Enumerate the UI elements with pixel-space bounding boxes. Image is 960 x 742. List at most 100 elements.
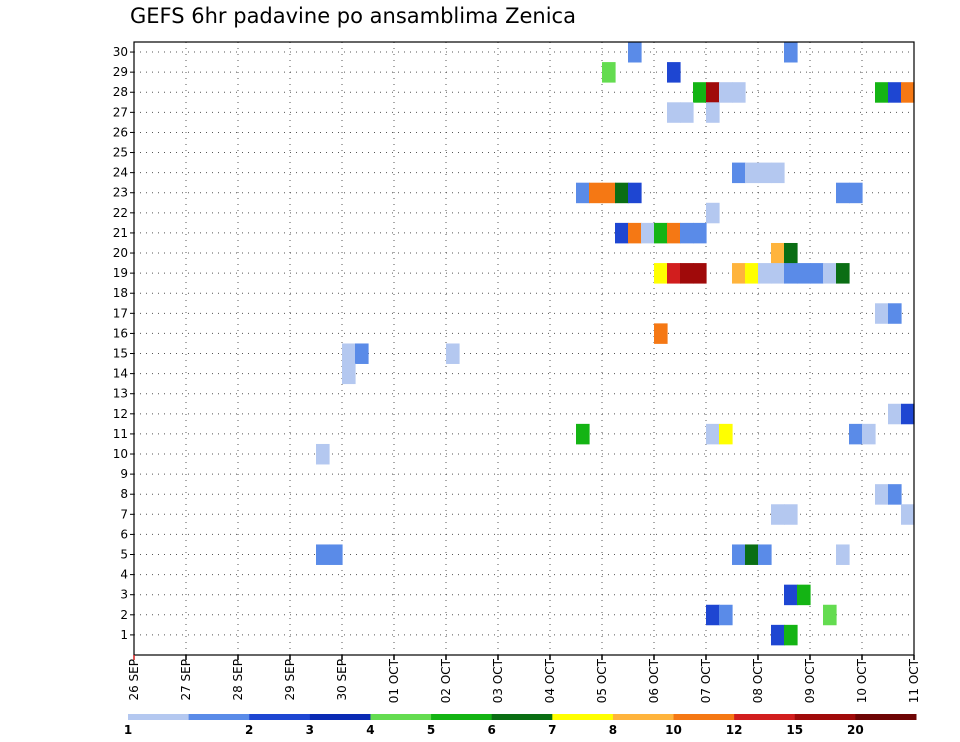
y-tick-label: 4 bbox=[120, 568, 128, 582]
heatmap-cell bbox=[771, 504, 785, 525]
x-tick-label: 02 OCT bbox=[439, 658, 453, 703]
y-tick-label: 22 bbox=[113, 206, 128, 220]
heatmap-cell bbox=[706, 82, 720, 103]
heatmap-cell bbox=[342, 343, 356, 364]
y-tick-label: 23 bbox=[113, 186, 128, 200]
heatmap-cell bbox=[888, 403, 902, 425]
heatmap-cell bbox=[615, 222, 629, 244]
heatmap-cell bbox=[771, 263, 785, 284]
heatmap-cell bbox=[875, 303, 889, 324]
y-tick-label: 27 bbox=[113, 105, 128, 119]
heatmap-cell bbox=[875, 82, 889, 103]
plot-frame bbox=[133, 41, 915, 656]
colorbar-swatch bbox=[673, 714, 735, 720]
heatmap-cell bbox=[771, 624, 785, 646]
colorbar-label: 12 bbox=[726, 723, 743, 737]
y-tick-label: 12 bbox=[113, 407, 128, 421]
heatmap-cell bbox=[576, 182, 590, 204]
y-tick-label: 19 bbox=[113, 266, 128, 280]
heatmap-cell bbox=[784, 242, 798, 264]
heatmap-cell bbox=[654, 263, 668, 284]
colorbar-label: 7 bbox=[548, 723, 556, 737]
heatmap-cell bbox=[667, 102, 681, 123]
heatmap-cell bbox=[719, 82, 733, 103]
heatmap-cell bbox=[667, 263, 681, 284]
heatmap-cell bbox=[784, 42, 798, 63]
x-tick-label: 01 OCT bbox=[387, 658, 401, 703]
heatmap-cell bbox=[901, 82, 915, 103]
y-tick-label: 18 bbox=[113, 286, 128, 300]
colorbar-swatch bbox=[309, 714, 371, 720]
heatmap-cell bbox=[888, 82, 902, 103]
heatmap-cell bbox=[576, 423, 590, 445]
y-tick-label: 24 bbox=[113, 166, 128, 180]
heatmap-cell bbox=[706, 202, 720, 224]
x-tick-label: 06 OCT bbox=[647, 658, 661, 703]
heatmap-cell bbox=[797, 584, 811, 606]
heatmap-cell bbox=[823, 263, 837, 284]
y-tick-label: 21 bbox=[113, 226, 128, 240]
y-tick-label: 13 bbox=[113, 387, 128, 401]
colorbar-label: 3 bbox=[306, 723, 314, 737]
heatmap-cell bbox=[758, 263, 772, 284]
heatmap-cell bbox=[693, 263, 707, 284]
heatmap-cell bbox=[589, 182, 603, 204]
y-tick-label: 20 bbox=[113, 246, 128, 260]
colorbar-swatch bbox=[794, 714, 856, 720]
heatmap-cell bbox=[732, 544, 746, 565]
x-tick-label: 26 SEP bbox=[127, 659, 141, 701]
heatmap-cell bbox=[628, 182, 642, 204]
x-tick-label: 27 SEP bbox=[179, 659, 193, 701]
heatmap-cell bbox=[641, 222, 655, 244]
heatmap-cell bbox=[316, 443, 330, 465]
y-tick-label: 3 bbox=[120, 588, 128, 602]
heatmap-cell bbox=[680, 102, 694, 123]
y-tick-label: 28 bbox=[113, 85, 128, 99]
heatmap-cell bbox=[771, 242, 785, 264]
heatmap-cell bbox=[810, 263, 824, 284]
colorbar-swatch bbox=[734, 714, 796, 720]
heatmap-cell bbox=[745, 544, 759, 565]
heatmap-cell bbox=[784, 263, 798, 284]
heatmap-cell bbox=[888, 484, 902, 505]
heatmap-cell bbox=[706, 604, 720, 626]
y-tick-label: 9 bbox=[120, 467, 128, 481]
colorbar-label: 10 bbox=[665, 723, 682, 737]
y-tick-label: 11 bbox=[113, 427, 128, 441]
heatmap-cell bbox=[628, 222, 642, 244]
colorbar-label: 5 bbox=[427, 723, 435, 737]
heatmap-cell bbox=[849, 423, 863, 445]
heatmap-cell bbox=[784, 504, 798, 525]
heatmap-cell bbox=[823, 604, 837, 626]
heatmap-cell bbox=[706, 423, 720, 445]
colorbar-swatch bbox=[249, 714, 311, 720]
heatmap-cell bbox=[316, 544, 330, 565]
colorbar-swatch bbox=[370, 714, 432, 720]
colorbar-label: 4 bbox=[366, 723, 374, 737]
y-tick-label: 26 bbox=[113, 125, 128, 139]
heatmap-cell bbox=[719, 423, 733, 445]
heatmap-cell bbox=[654, 222, 668, 244]
heatmap-cell bbox=[875, 484, 889, 505]
colorbar-swatch bbox=[128, 714, 190, 720]
heatmap-cell bbox=[732, 162, 746, 184]
heatmap-cell bbox=[680, 222, 694, 244]
y-tick-label: 6 bbox=[120, 527, 128, 541]
heatmap-cell bbox=[693, 222, 707, 244]
heatmap-cell bbox=[706, 102, 720, 123]
heatmap-cell bbox=[732, 82, 746, 103]
x-tick-label: 05 OCT bbox=[595, 658, 609, 703]
y-tick-label: 16 bbox=[113, 326, 128, 340]
colorbar-label: 2 bbox=[245, 723, 253, 737]
heatmap-cell bbox=[732, 263, 746, 284]
heatmap-cell bbox=[758, 544, 772, 565]
y-tick-label: 25 bbox=[113, 146, 128, 160]
x-tick-label: 29 SEP bbox=[283, 659, 297, 701]
y-tick-label: 30 bbox=[113, 45, 128, 59]
heatmap-cell bbox=[654, 323, 668, 344]
heatmap-cell bbox=[602, 62, 616, 83]
x-tick-label: 07 OCT bbox=[699, 658, 713, 703]
heatmap-cell bbox=[849, 182, 863, 204]
heatmap-cell bbox=[901, 504, 915, 525]
heatmap-cell bbox=[797, 263, 811, 284]
